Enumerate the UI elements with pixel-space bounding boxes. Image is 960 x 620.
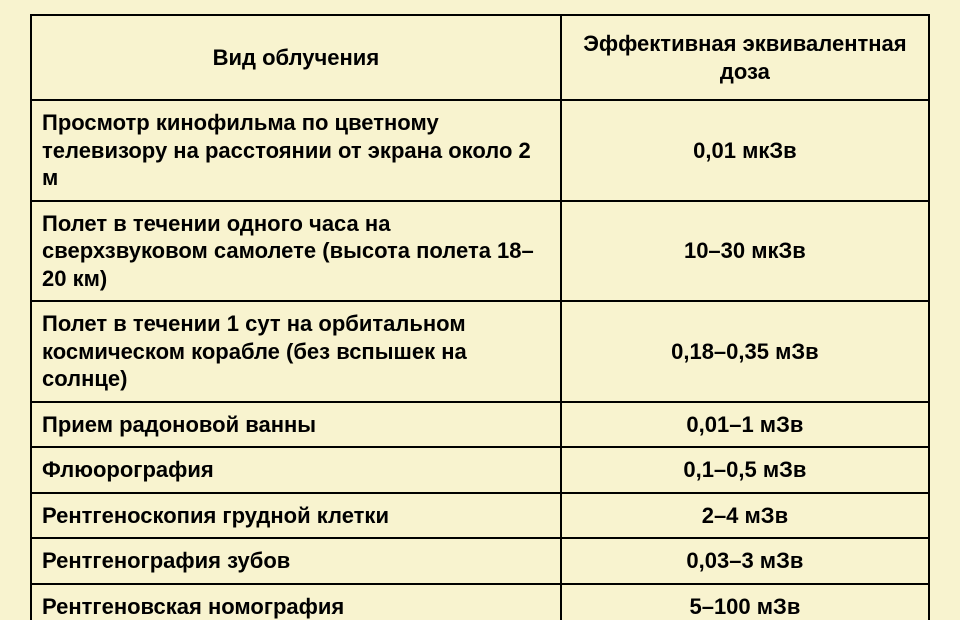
page: Вид облучения Эффективная эквивалентная …: [0, 0, 960, 620]
cell-desc: Флюорография: [31, 447, 561, 493]
cell-dose: 0,03–3 мЗв: [561, 538, 929, 584]
table-row: Полет в течении 1 сут на орбитальном кос…: [31, 301, 929, 402]
cell-desc: Рентгеновская номография: [31, 584, 561, 620]
cell-dose: 0,18–0,35 мЗв: [561, 301, 929, 402]
radiation-dose-table: Вид облучения Эффективная эквивалентная …: [30, 14, 930, 620]
table-header-row: Вид облучения Эффективная эквивалентная …: [31, 15, 929, 100]
cell-dose: 10–30 мкЗв: [561, 201, 929, 302]
table-row: Рентгеноскопия грудной клетки 2–4 мЗв: [31, 493, 929, 539]
cell-dose: 0,01 мкЗв: [561, 100, 929, 201]
cell-desc: Полет в течении одного часа на сверхзвук…: [31, 201, 561, 302]
cell-desc: Рентгеноскопия грудной клетки: [31, 493, 561, 539]
table-row: Полет в течении одного часа на сверхзвук…: [31, 201, 929, 302]
cell-dose: 5–100 мЗв: [561, 584, 929, 620]
table-row: Рентгенография зубов 0,03–3 мЗв: [31, 538, 929, 584]
table-row: Рентгеновская номография 5–100 мЗв: [31, 584, 929, 620]
table-row: Прием радоновой ванны 0,01–1 мЗв: [31, 402, 929, 448]
cell-dose: 2–4 мЗв: [561, 493, 929, 539]
cell-desc: Просмотр кинофильма по цветному телевизо…: [31, 100, 561, 201]
cell-desc: Прием радоновой ванны: [31, 402, 561, 448]
table-row: Просмотр кинофильма по цветному телевизо…: [31, 100, 929, 201]
table-row: Флюорография 0,1–0,5 мЗв: [31, 447, 929, 493]
col-header-dose: Эффективная эквивалентная доза: [561, 15, 929, 100]
cell-dose: 0,1–0,5 мЗв: [561, 447, 929, 493]
cell-dose: 0,01–1 мЗв: [561, 402, 929, 448]
cell-desc: Рентгенография зубов: [31, 538, 561, 584]
col-header-type: Вид облучения: [31, 15, 561, 100]
cell-desc: Полет в течении 1 сут на орбитальном кос…: [31, 301, 561, 402]
